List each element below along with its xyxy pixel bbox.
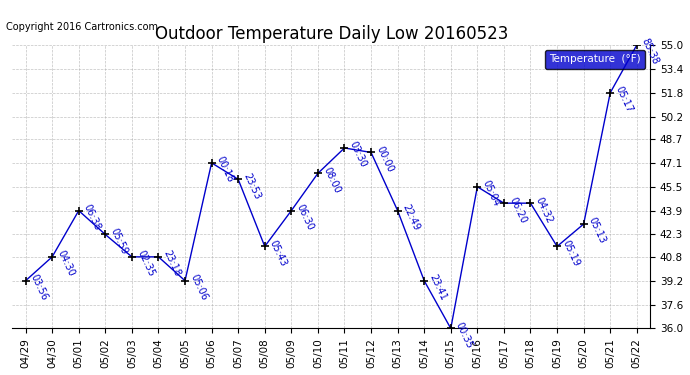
Text: 03:30: 03:30 [348,140,368,170]
Text: 85:38: 85:38 [640,37,661,67]
Text: Copyright 2016 Cartronics.com: Copyright 2016 Cartronics.com [6,22,158,32]
Legend: Temperature  (°F): Temperature (°F) [545,50,645,69]
Text: 05:19: 05:19 [560,238,581,268]
Text: 05:13: 05:13 [586,216,608,246]
Text: 03:56: 03:56 [29,273,50,302]
Text: 06:38: 06:38 [82,202,103,232]
Text: 23:53: 23:53 [241,171,262,201]
Text: 22:49: 22:49 [401,202,422,232]
Text: 06:30: 06:30 [295,202,315,232]
Text: 05:04: 05:04 [480,179,502,208]
Text: 00:35: 00:35 [454,321,475,350]
Text: 08:00: 08:00 [321,165,342,195]
Text: 00:00: 00:00 [374,144,395,174]
Text: 05:59: 05:59 [108,226,130,256]
Title: Outdoor Temperature Daily Low 20160523: Outdoor Temperature Daily Low 20160523 [155,26,508,44]
Text: 06:20: 06:20 [507,195,528,225]
Text: 04:32: 04:32 [533,195,555,225]
Text: 05:17: 05:17 [613,85,634,114]
Text: 05:06: 05:06 [188,273,209,302]
Text: 00:18: 00:18 [215,155,235,184]
Text: 23:41: 23:41 [427,273,449,302]
Text: 04:30: 04:30 [55,249,76,278]
Text: 23:18: 23:18 [161,249,182,278]
Text: 05:43: 05:43 [268,238,289,268]
Text: 02:35: 02:35 [135,249,156,279]
